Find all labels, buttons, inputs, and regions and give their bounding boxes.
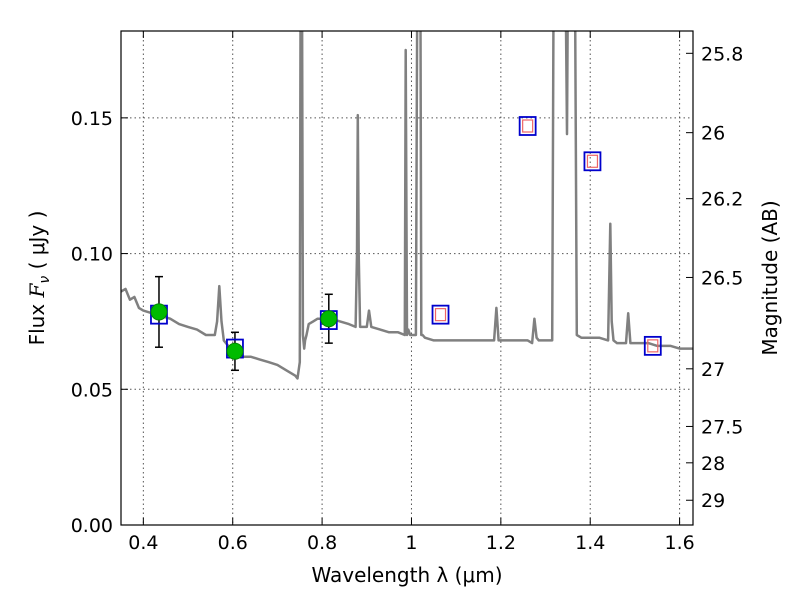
y2-tick-label: 27 bbox=[701, 359, 725, 381]
model-box-inner bbox=[434, 308, 447, 322]
x-tick-label: 1 bbox=[405, 532, 417, 554]
x-axis-label: Wavelength λ (μm) bbox=[311, 563, 502, 587]
x-tick-label: 0.8 bbox=[307, 532, 337, 554]
y2-tick-label: 26 bbox=[701, 123, 725, 145]
model-box-inner bbox=[647, 339, 659, 353]
y2-tick-label: 26.2 bbox=[701, 189, 743, 211]
x-tick-label: 1.4 bbox=[575, 532, 605, 554]
y2-tick-label: 26.5 bbox=[701, 267, 743, 289]
observed-point bbox=[226, 342, 244, 360]
model-box bbox=[643, 335, 662, 356]
plot-frame bbox=[120, 30, 694, 526]
y-tick-label: 0.00 bbox=[71, 515, 113, 537]
axes-layer: 0.4 0.6 0.8 1 1.2 1.4 1.6 0.00 0.05 0.10 0.15 25.8 2… bbox=[71, 31, 743, 554]
y-tick-label: 0.05 bbox=[71, 379, 113, 401]
observed-point bbox=[150, 303, 168, 321]
model-box-inner bbox=[522, 119, 534, 133]
model-box-inner bbox=[586, 154, 599, 168]
model-box bbox=[583, 151, 602, 172]
x-tick-label: 0.4 bbox=[128, 532, 158, 554]
y2-tick-label: 25.8 bbox=[701, 43, 743, 65]
x-tick-label: 0.6 bbox=[218, 532, 248, 554]
y2-tick-label: 29 bbox=[701, 490, 725, 512]
x-tick-label: 1.2 bbox=[486, 532, 516, 554]
x-tick-label: 1.6 bbox=[664, 532, 694, 554]
y2-tick-label: 27.5 bbox=[701, 416, 743, 438]
y-tick-label: 0.15 bbox=[71, 108, 113, 130]
observed-point bbox=[320, 310, 338, 328]
model-box bbox=[518, 116, 537, 136]
plot-area bbox=[121, 31, 693, 380]
y-axis-label: Flux Fν ( μJy ) bbox=[25, 211, 53, 346]
y2-tick-label: 28 bbox=[701, 453, 725, 475]
y-tick-label: 0.10 bbox=[71, 244, 113, 266]
model-box bbox=[431, 304, 450, 325]
right-axis-label: Magnitude (AB) bbox=[758, 200, 782, 355]
